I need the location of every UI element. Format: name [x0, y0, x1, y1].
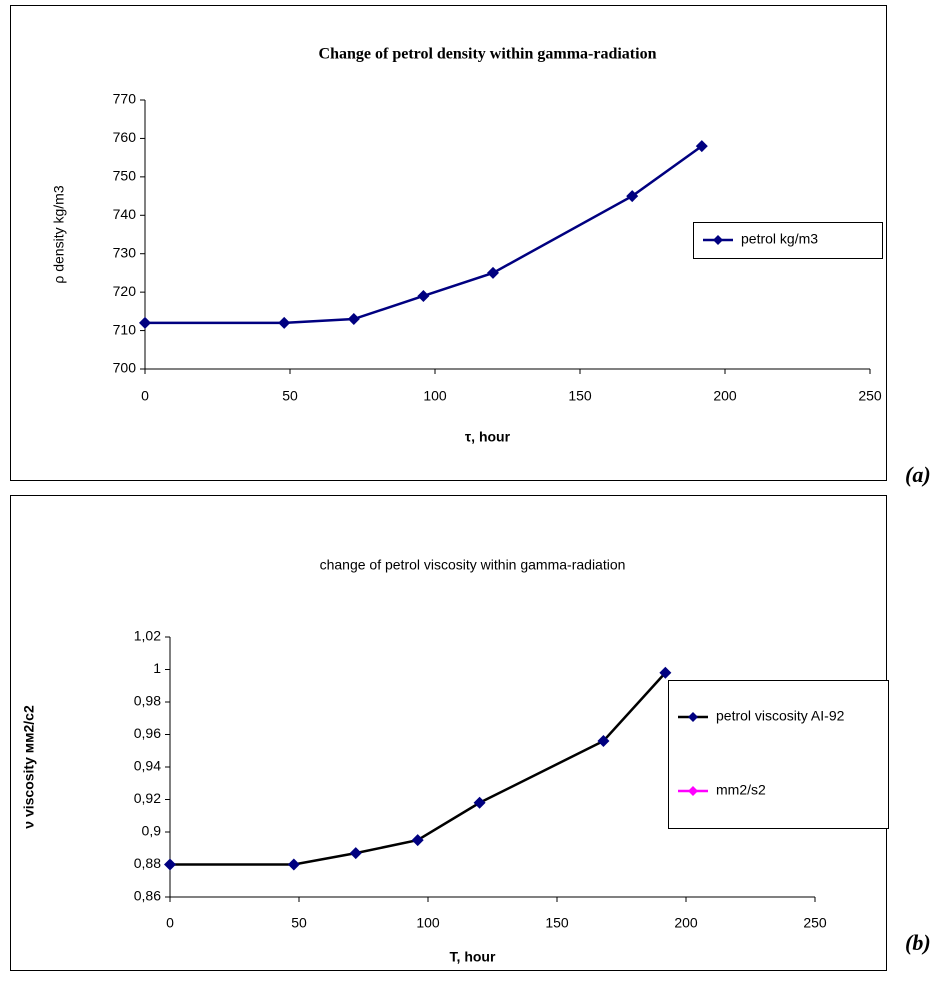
legend-marker	[688, 786, 698, 796]
y-tick-label: 750	[113, 168, 137, 184]
data-point	[417, 289, 430, 302]
data-point	[695, 140, 708, 153]
data-point	[164, 858, 176, 871]
data-point	[139, 316, 151, 329]
x-tick-label: 200	[713, 388, 737, 404]
data-point	[349, 847, 362, 860]
y-tick-label: 1,02	[134, 628, 161, 644]
y-tick-label: 0,9	[142, 823, 162, 839]
data-point	[347, 313, 360, 326]
y-tick-label: 730	[113, 244, 137, 260]
legend-marker	[713, 235, 723, 245]
chart-title: Change of petrol density within gamma-ra…	[319, 46, 657, 63]
y-tick-label: 0,94	[134, 758, 161, 774]
data-point	[287, 858, 300, 871]
chart-title: change of petrol viscosity within gamma-…	[320, 557, 626, 573]
data-point	[626, 190, 639, 203]
y-axis-label: ρ density kg/m3	[51, 185, 67, 283]
x-axis-label: T, hour	[450, 949, 496, 965]
data-point	[278, 316, 291, 329]
x-tick-label: 150	[545, 915, 569, 931]
y-tick-label: 700	[113, 360, 137, 376]
y-tick-label: 0,88	[134, 855, 161, 871]
y-tick-label: 0,86	[134, 888, 161, 904]
x-tick-label: 0	[166, 915, 174, 931]
data-point	[659, 666, 672, 679]
data-point	[597, 735, 610, 747]
x-tick-label: 150	[568, 388, 592, 404]
x-tick-label: 100	[423, 388, 447, 404]
data-point	[487, 266, 499, 279]
legend-label: petrol viscosity AI-92	[716, 708, 845, 724]
legend-label: mm2/s2	[716, 782, 766, 798]
y-tick-label: 0,98	[134, 693, 161, 709]
x-tick-label: 50	[282, 388, 298, 404]
y-tick-label: 710	[113, 321, 137, 337]
y-tick-label: 740	[113, 206, 137, 222]
x-tick-label: 100	[416, 915, 440, 931]
legend-box	[668, 680, 889, 829]
x-axis-label: τ, hour	[465, 429, 511, 445]
legend-label: petrol kg/m3	[741, 231, 818, 247]
legend-marker	[688, 712, 698, 722]
y-tick-label: 1	[153, 660, 161, 676]
y-axis-label: ν viscosity мм2/c2	[21, 705, 37, 829]
data-point	[411, 834, 424, 847]
x-tick-label: 250	[803, 915, 827, 931]
y-tick-label: 0,92	[134, 790, 161, 806]
x-tick-label: 50	[291, 915, 307, 931]
panel-label: (b)	[905, 930, 931, 955]
y-tick-label: 770	[113, 91, 137, 107]
x-tick-label: 250	[858, 388, 882, 404]
y-tick-label: 0,96	[134, 725, 161, 741]
y-tick-label: 760	[113, 129, 137, 145]
x-tick-label: 200	[674, 915, 698, 931]
panel-label: (a)	[905, 462, 931, 487]
data-point	[473, 796, 486, 809]
y-tick-label: 720	[113, 283, 137, 299]
x-tick-label: 0	[141, 388, 149, 404]
